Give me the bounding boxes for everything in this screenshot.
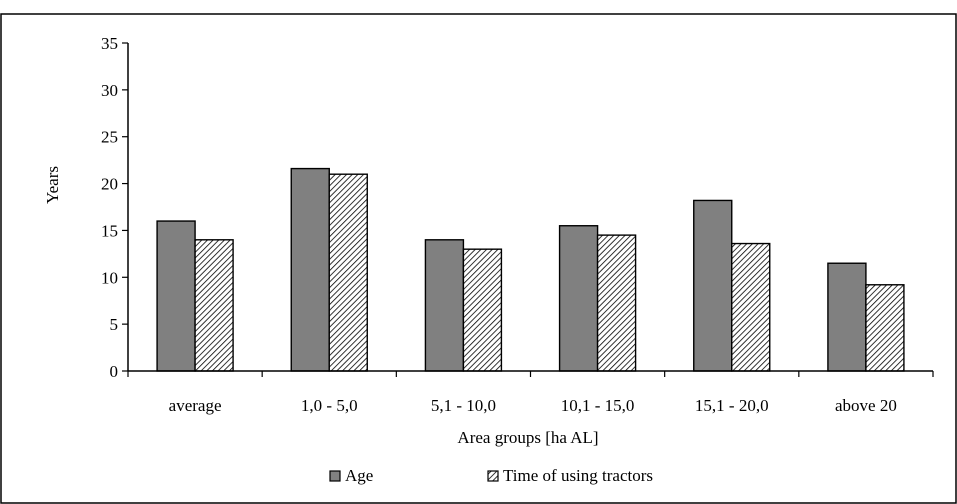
bar-age [290, 167, 330, 372]
bar-age [156, 220, 196, 372]
x-tick-label: 5,1 - 10,0 [431, 396, 496, 415]
legend: Age Time of using tractors [329, 466, 653, 485]
bar-time-of-using-tractors [328, 173, 368, 372]
bar-age [424, 239, 465, 372]
x-tick-label: 1,0 - 5,0 [301, 396, 358, 415]
y-tick-label: 10 [101, 268, 118, 287]
bar-age [693, 199, 733, 372]
x-tick-label: above 20 [835, 396, 897, 415]
y-axis-label: Years [43, 166, 62, 204]
y-tick-label: 20 [101, 175, 118, 194]
bar-time-of-using-tractors [462, 248, 503, 372]
legend-label-age: Age [345, 466, 373, 485]
bar-age [827, 262, 867, 372]
bar-time-of-using-tractors [596, 234, 637, 372]
x-axis-label: Area groups [ha AL] [457, 428, 598, 447]
legend-swatch-time-of-using-tractors [487, 470, 499, 482]
bar-time-of-using-tractors [731, 242, 771, 372]
bar-time-of-using-tractors [865, 284, 905, 372]
bar-time-of-using-tractors [194, 239, 234, 372]
x-tick-label: 10,1 - 15,0 [561, 396, 635, 415]
x-tick-label: 15,1 - 20,0 [695, 396, 769, 415]
legend-label-time-of-using-tractors: Time of using tractors [503, 466, 653, 485]
y-tick-label: 25 [101, 128, 118, 147]
plot-area: 0 5 10 15 20 25 30 35 average 1,0 - 5,0 5,1 - 10,0… [101, 34, 934, 415]
y-tick-label: 0 [110, 362, 119, 381]
y-tick-label: 5 [110, 315, 119, 334]
legend-swatch-age [329, 470, 341, 482]
y-tick-label: 15 [101, 221, 118, 240]
y-tick-label: 35 [101, 34, 118, 53]
y-tick-label: 30 [101, 81, 118, 100]
bar-age [558, 225, 599, 372]
x-tick-label: average [169, 396, 222, 415]
